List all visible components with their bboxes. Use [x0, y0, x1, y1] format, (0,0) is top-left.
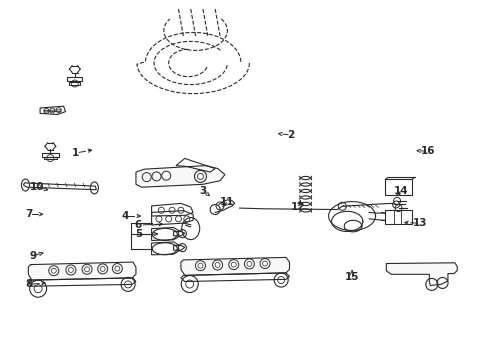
- Polygon shape: [386, 263, 456, 285]
- Text: 10: 10: [29, 182, 44, 192]
- Text: 3: 3: [199, 186, 206, 196]
- Text: 7: 7: [25, 209, 33, 219]
- Text: 4: 4: [121, 211, 128, 221]
- Text: 12: 12: [290, 202, 305, 212]
- Polygon shape: [136, 166, 224, 187]
- Text: 6: 6: [135, 220, 142, 230]
- Polygon shape: [28, 262, 136, 280]
- Text: 13: 13: [412, 218, 427, 228]
- Bar: [384, 210, 411, 224]
- Text: 9: 9: [30, 251, 37, 261]
- Text: 15: 15: [344, 272, 359, 282]
- Text: 16: 16: [420, 146, 434, 156]
- Text: 5: 5: [135, 229, 142, 239]
- Text: 11: 11: [220, 197, 234, 207]
- Text: 2: 2: [287, 130, 294, 140]
- Text: 14: 14: [393, 186, 407, 196]
- Bar: [385, 179, 411, 195]
- Text: 8: 8: [26, 279, 33, 289]
- Polygon shape: [181, 257, 289, 275]
- Text: 1: 1: [72, 148, 79, 158]
